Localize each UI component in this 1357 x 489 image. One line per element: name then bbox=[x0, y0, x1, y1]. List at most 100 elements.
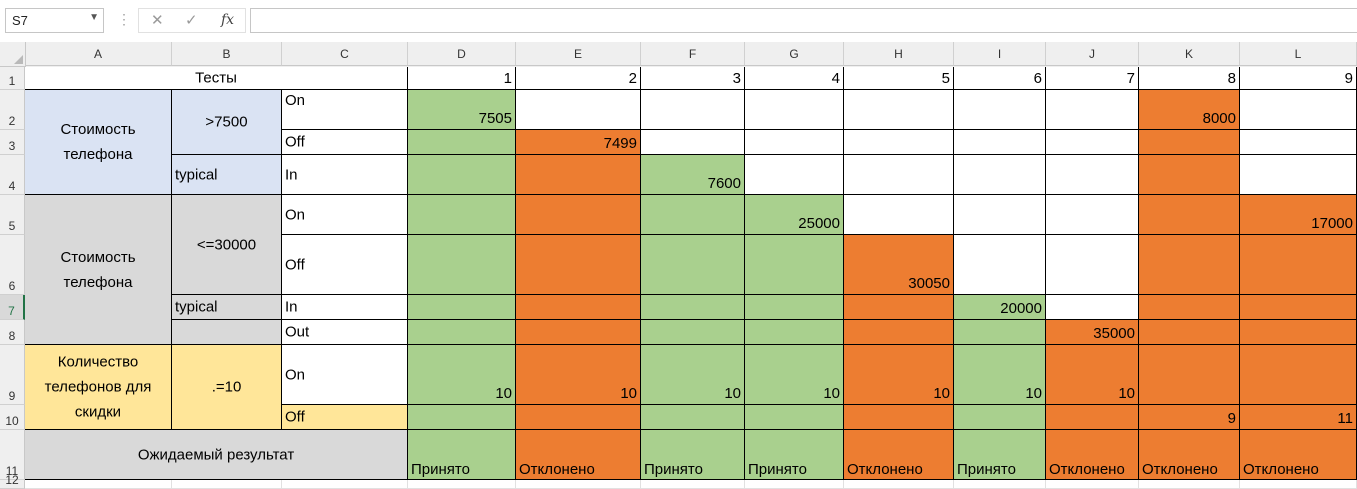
cell-l8[interactable] bbox=[1240, 320, 1357, 345]
cell-e8[interactable] bbox=[516, 320, 641, 345]
empty-cell[interactable] bbox=[641, 480, 745, 489]
cell-h10[interactable] bbox=[844, 405, 954, 430]
cell-l6[interactable] bbox=[1240, 235, 1357, 295]
cell-h4[interactable] bbox=[844, 155, 954, 195]
cell-d8[interactable] bbox=[408, 320, 516, 345]
name-box-dropdown-icon[interactable]: ▼ bbox=[89, 12, 99, 23]
cell-d6[interactable] bbox=[408, 235, 516, 295]
group1-typical[interactable]: typical bbox=[172, 155, 282, 195]
cell-f8[interactable] bbox=[641, 320, 745, 345]
cell-d5[interactable] bbox=[408, 195, 516, 235]
cell-f9[interactable]: 10 bbox=[641, 345, 745, 405]
cell-d4[interactable] bbox=[408, 155, 516, 195]
cell-i6[interactable] bbox=[954, 235, 1046, 295]
cell-i8[interactable] bbox=[954, 320, 1046, 345]
test-number-3[interactable]: 3 bbox=[641, 67, 745, 90]
result-3[interactable]: Принято bbox=[641, 430, 745, 480]
cell-f5[interactable] bbox=[641, 195, 745, 235]
group1-off[interactable]: Off bbox=[282, 130, 408, 155]
empty-cell[interactable] bbox=[954, 480, 1046, 489]
select-all-button[interactable] bbox=[0, 42, 26, 67]
group3-label[interactable]: Количество телефонов для скидки bbox=[25, 345, 172, 430]
name-box[interactable]: S7 ▼ bbox=[5, 8, 104, 33]
test-number-5[interactable]: 5 bbox=[844, 67, 954, 90]
group2-empty[interactable] bbox=[172, 320, 282, 345]
cell-l9[interactable] bbox=[1240, 345, 1357, 405]
cell-g5[interactable]: 25000 bbox=[745, 195, 844, 235]
cell-j4[interactable] bbox=[1046, 155, 1139, 195]
test-number-6[interactable]: 6 bbox=[954, 67, 1046, 90]
result-1[interactable]: Принято bbox=[408, 430, 516, 480]
cell-i10[interactable] bbox=[954, 405, 1046, 430]
cell-h2[interactable] bbox=[844, 90, 954, 130]
cell-l10[interactable]: 11 bbox=[1240, 405, 1357, 430]
group2-off[interactable]: Off bbox=[282, 235, 408, 295]
group2-label[interactable]: Стоимость телефона bbox=[25, 195, 172, 345]
group1-on[interactable]: On bbox=[282, 90, 408, 130]
row-header-5[interactable]: 5 bbox=[0, 195, 25, 235]
cell-h8[interactable] bbox=[844, 320, 954, 345]
cell-i2[interactable] bbox=[954, 90, 1046, 130]
cell-i4[interactable] bbox=[954, 155, 1046, 195]
cell-e5[interactable] bbox=[516, 195, 641, 235]
empty-cell[interactable] bbox=[844, 480, 954, 489]
empty-cell[interactable] bbox=[282, 480, 408, 489]
cell-j10[interactable] bbox=[1046, 405, 1139, 430]
empty-cell[interactable] bbox=[25, 480, 172, 489]
cell-k2[interactable]: 8000 bbox=[1139, 90, 1240, 130]
test-number-1[interactable]: 1 bbox=[408, 67, 516, 90]
cell-d3[interactable] bbox=[408, 130, 516, 155]
cell-k8[interactable] bbox=[1139, 320, 1240, 345]
test-number-9[interactable]: 9 bbox=[1240, 67, 1357, 90]
result-9[interactable]: Отклонено bbox=[1240, 430, 1357, 480]
cell-j6[interactable] bbox=[1046, 235, 1139, 295]
cell-k9[interactable] bbox=[1139, 345, 1240, 405]
group1-in[interactable]: In bbox=[282, 155, 408, 195]
cell-j3[interactable] bbox=[1046, 130, 1139, 155]
cell-h7[interactable] bbox=[844, 295, 954, 320]
group2-on[interactable]: On bbox=[282, 195, 408, 235]
result-2[interactable]: Отклонено bbox=[516, 430, 641, 480]
cell-e3[interactable]: 7499 bbox=[516, 130, 641, 155]
empty-cell[interactable] bbox=[745, 480, 844, 489]
cell-k3[interactable] bbox=[1139, 130, 1240, 155]
cell-f4[interactable]: 7600 bbox=[641, 155, 745, 195]
column-header-i[interactable]: I bbox=[954, 42, 1046, 66]
empty-cell[interactable] bbox=[516, 480, 641, 489]
tests-header[interactable]: Тесты bbox=[25, 67, 408, 90]
result-8[interactable]: Отклонено bbox=[1139, 430, 1240, 480]
cell-f7[interactable] bbox=[641, 295, 745, 320]
group3-range[interactable]: .=10 bbox=[172, 345, 282, 430]
cell-l2[interactable] bbox=[1240, 90, 1357, 130]
cell-e9[interactable]: 10 bbox=[516, 345, 641, 405]
cell-d10[interactable] bbox=[408, 405, 516, 430]
cell-f2[interactable] bbox=[641, 90, 745, 130]
row-header-10[interactable]: 10 bbox=[0, 405, 25, 430]
column-header-k[interactable]: K bbox=[1139, 42, 1240, 66]
test-number-2[interactable]: 2 bbox=[516, 67, 641, 90]
row-header-8[interactable]: 8 bbox=[0, 320, 25, 345]
cell-i5[interactable] bbox=[954, 195, 1046, 235]
cell-d9[interactable]: 10 bbox=[408, 345, 516, 405]
cell-l3[interactable] bbox=[1240, 130, 1357, 155]
cell-l4[interactable] bbox=[1240, 155, 1357, 195]
cell-j7[interactable] bbox=[1046, 295, 1139, 320]
row-header-11[interactable]: 11 bbox=[0, 430, 25, 480]
group2-range[interactable]: <=30000 bbox=[172, 195, 282, 295]
cell-h9[interactable]: 10 bbox=[844, 345, 954, 405]
cell-e2[interactable] bbox=[516, 90, 641, 130]
cell-e10[interactable] bbox=[516, 405, 641, 430]
row-header-2[interactable]: 2 bbox=[0, 90, 25, 130]
empty-cell[interactable] bbox=[172, 480, 282, 489]
group2-typical[interactable]: typical bbox=[172, 295, 282, 320]
group1-label[interactable]: Стоимость телефона bbox=[25, 90, 172, 195]
cell-k4[interactable] bbox=[1139, 155, 1240, 195]
column-header-e[interactable]: E bbox=[516, 42, 641, 66]
cell-d7[interactable] bbox=[408, 295, 516, 320]
result-6[interactable]: Принято bbox=[954, 430, 1046, 480]
empty-cell[interactable] bbox=[1240, 480, 1357, 489]
column-header-g[interactable]: G bbox=[745, 42, 844, 66]
cell-k10[interactable]: 9 bbox=[1139, 405, 1240, 430]
cell-h3[interactable] bbox=[844, 130, 954, 155]
cell-j2[interactable] bbox=[1046, 90, 1139, 130]
